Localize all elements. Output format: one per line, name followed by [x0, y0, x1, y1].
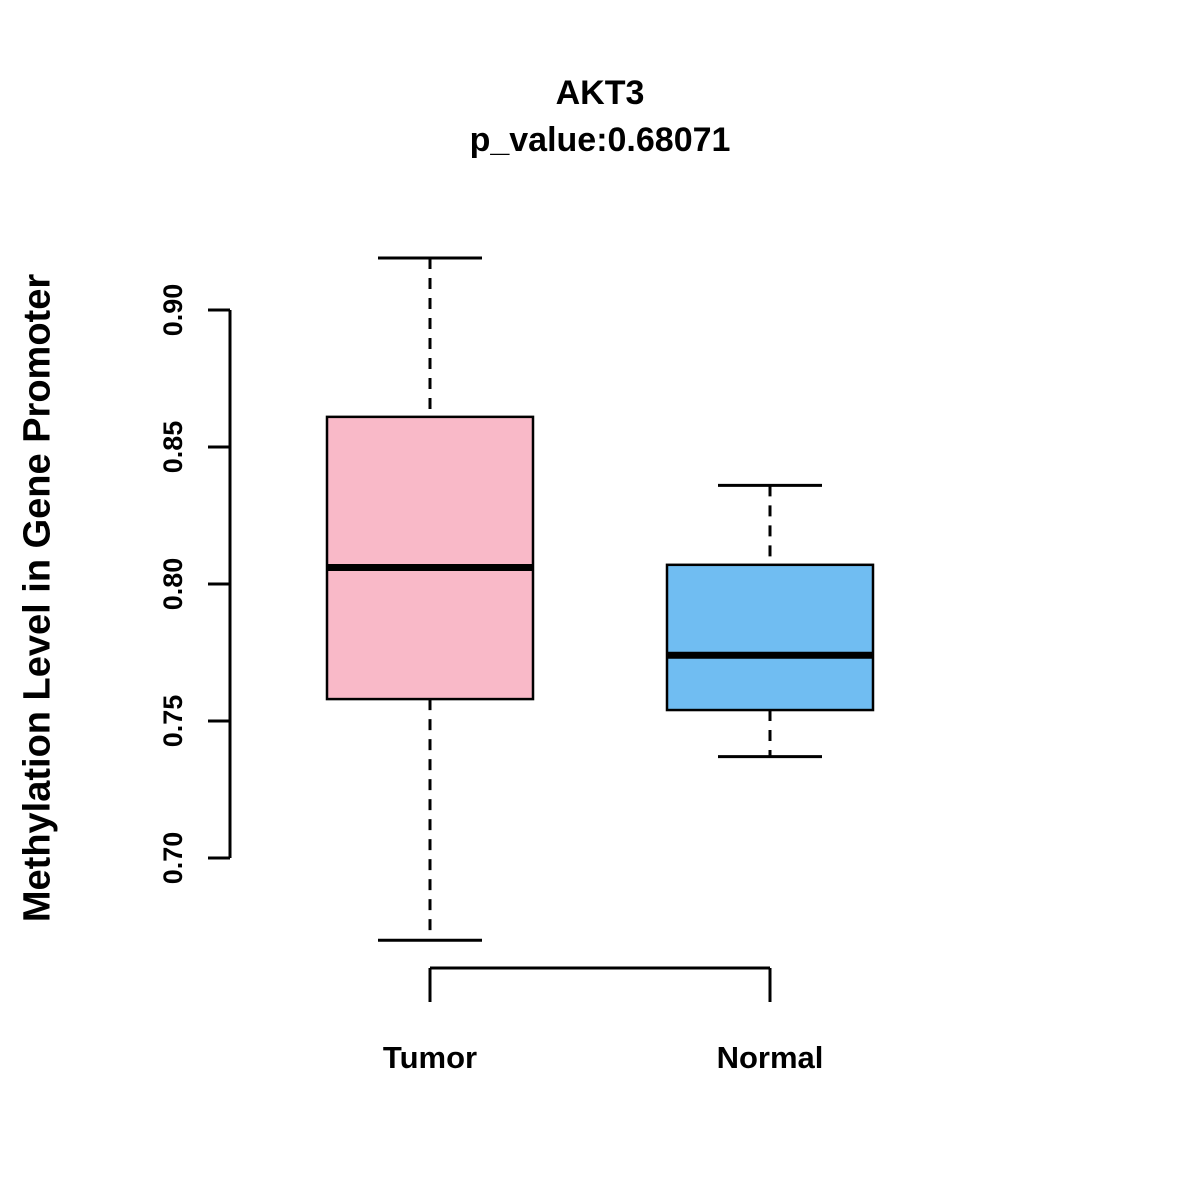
y-tick-label: 0.90 [158, 284, 188, 337]
y-tick-label: 0.85 [158, 421, 188, 474]
chart-subtitle-pvalue: p_value:0.68071 [469, 121, 731, 159]
y-tick-label: 0.80 [158, 558, 188, 611]
normal-box [665, 563, 875, 712]
y-tick-label: 0.70 [158, 832, 188, 885]
x-category-label-normal: Normal [716, 1040, 824, 1075]
chart-title: AKT3 [555, 74, 645, 112]
tumor-box [325, 415, 535, 701]
x-category-label-tumor: Tumor [382, 1040, 478, 1075]
y-axis-label: Methylation Level in Gene Promoter [16, 273, 59, 923]
y-tick-label: 0.75 [158, 695, 188, 748]
